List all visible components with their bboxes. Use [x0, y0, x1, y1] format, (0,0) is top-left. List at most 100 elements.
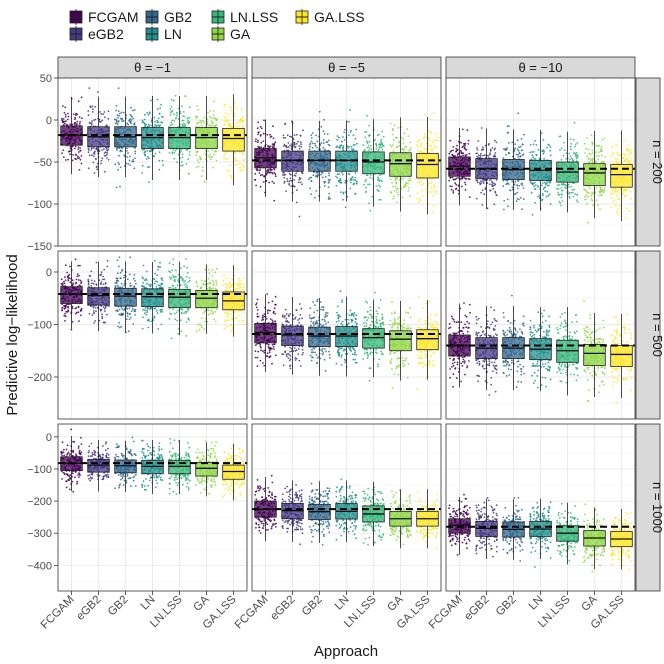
data-point [256, 168, 258, 171]
data-point [93, 312, 95, 315]
data-point [200, 175, 203, 178]
data-point [268, 146, 271, 149]
data-point [130, 106, 133, 109]
data-point [80, 96, 83, 99]
data-point [348, 120, 350, 123]
data-point [432, 205, 435, 207]
data-point [298, 178, 300, 181]
data-point [120, 282, 123, 285]
data-point [292, 138, 295, 141]
data-point [64, 312, 66, 315]
data-point [87, 151, 90, 154]
data-point [341, 173, 344, 176]
data-point [106, 265, 109, 268]
data-point [430, 131, 433, 134]
data-point [309, 187, 311, 190]
data-point [176, 319, 179, 322]
data-point [150, 320, 153, 323]
data-point [627, 160, 630, 163]
data-point [214, 287, 217, 290]
data-point [230, 109, 233, 112]
data-point [314, 142, 316, 145]
data-point [418, 138, 421, 141]
data-point [421, 189, 423, 192]
legend-item-ln-lss: LN.LSS [211, 9, 278, 25]
data-point [128, 159, 131, 162]
data-point [72, 282, 74, 284]
data-point [395, 189, 398, 191]
data-point [127, 152, 129, 155]
data-point [182, 111, 185, 113]
data-point [295, 133, 298, 136]
data-point [117, 272, 119, 275]
legend-item-ga: GA [211, 26, 251, 42]
data-point [185, 163, 188, 165]
data-point [168, 270, 170, 273]
data-point [202, 283, 205, 285]
data-point [180, 267, 183, 269]
data-point [271, 172, 274, 175]
data-point [478, 182, 481, 184]
data-point [377, 189, 380, 192]
data-point [489, 148, 492, 151]
data-point [600, 145, 603, 148]
data-point [125, 318, 128, 320]
data-point [282, 134, 285, 137]
data-point [180, 148, 182, 151]
data-point [209, 110, 212, 112]
data-point [242, 125, 244, 128]
data-point [65, 124, 68, 126]
data-point [72, 113, 75, 116]
data-point [60, 278, 63, 281]
data-point [61, 117, 63, 120]
data-point [173, 276, 176, 278]
data-point [451, 176, 454, 179]
data-point [452, 149, 454, 152]
data-point [316, 175, 319, 178]
data-point [489, 179, 491, 182]
data-point [354, 179, 357, 182]
data-point [72, 283, 74, 286]
data-point [424, 150, 427, 153]
data-point [299, 181, 302, 184]
data-point [625, 147, 628, 150]
data-point [169, 113, 172, 116]
data-point [93, 280, 96, 283]
data-point [534, 139, 536, 142]
data-point [200, 122, 203, 124]
data-point [508, 152, 511, 155]
data-point [560, 187, 563, 190]
data-point [517, 180, 519, 182]
data-point [133, 109, 136, 111]
data-point [79, 149, 82, 152]
data-point [90, 279, 93, 282]
data-point [212, 125, 215, 128]
data-point [329, 197, 331, 200]
data-point [61, 284, 64, 286]
data-point [132, 160, 135, 163]
data-point [560, 147, 563, 150]
data-point [460, 178, 463, 180]
data-point [616, 211, 618, 214]
data-point [212, 117, 215, 119]
data-point [488, 183, 491, 186]
data-point [507, 183, 510, 186]
data-point [491, 185, 494, 188]
data-point [215, 283, 218, 286]
data-point [132, 117, 135, 120]
data-point [199, 155, 201, 158]
data-point [569, 138, 572, 141]
data-point [350, 146, 353, 148]
data-point [209, 283, 212, 285]
data-point [215, 279, 217, 282]
data-point [557, 188, 560, 190]
data-point [287, 142, 290, 144]
data-point [197, 165, 200, 168]
data-point [237, 314, 240, 317]
data-point [364, 180, 367, 183]
data-point [103, 154, 106, 157]
data-point [516, 148, 519, 151]
data-point [430, 144, 432, 147]
data-point [66, 118, 69, 121]
data-point [322, 130, 325, 133]
